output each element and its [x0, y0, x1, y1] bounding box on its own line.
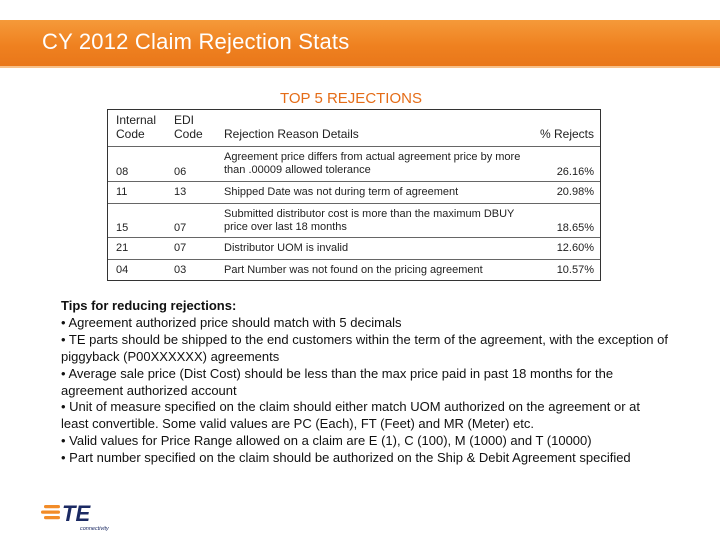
tips-section: Tips for reducing rejections: • Agreemen…: [61, 298, 671, 467]
table-row: 11 13 Shipped Date was not during term o…: [108, 181, 600, 203]
slide-header: CY 2012 Claim Rejection Stats: [0, 20, 720, 66]
header-internal-code: Internal Code: [116, 113, 157, 141]
tip-item: • TE parts should be shipped to the end …: [61, 331, 668, 364]
table-row: 21 07 Distributor UOM is invalid 12.60%: [108, 237, 600, 259]
logo-wordmark: TE: [62, 501, 91, 526]
header-reason: Rejection Reason Details: [224, 127, 359, 141]
slide-title: CY 2012 Claim Rejection Stats: [42, 29, 350, 54]
edi-code-cell: 07: [174, 222, 187, 234]
reason-cell: Shipped Date was not during term of agre…: [224, 186, 459, 198]
table-title: TOP 5 REJECTIONS: [280, 90, 422, 107]
header-pct-rejects: % Rejects: [539, 127, 594, 141]
pct-cell: 12.60%: [556, 242, 594, 254]
internal-code-cell: 21: [116, 242, 129, 254]
internal-code-cell: 15: [116, 222, 129, 234]
table-header-row: Internal Code EDI Code Rejection Reason …: [108, 110, 600, 144]
header-divider: [0, 66, 720, 68]
te-logo-icon: TE connectivity: [41, 501, 110, 532]
tip-item: • Agreement authorized price should matc…: [61, 314, 402, 330]
pct-cell: 18.65%: [556, 222, 594, 234]
pct-cell: 10.57%: [556, 264, 594, 276]
te-logo: TE connectivity: [40, 497, 130, 535]
header-edi-code: EDI Code: [174, 113, 203, 141]
pct-cell: 26.16%: [556, 166, 594, 178]
tip-item: • Valid values for Price Range allowed o…: [61, 433, 592, 449]
pct-cell: 20.98%: [556, 186, 594, 198]
internal-code-cell: 04: [116, 264, 129, 276]
tips-heading: Tips for reducing rejections:: [61, 298, 237, 313]
edi-code-cell: 13: [174, 186, 187, 198]
reason-cell: Distributor UOM is invalid: [224, 242, 349, 254]
rejections-table: Internal Code EDI Code Rejection Reason …: [107, 109, 601, 281]
reason-cell: Submitted distributor cost is more than …: [224, 208, 515, 233]
internal-code-cell: 11: [116, 186, 128, 198]
internal-code-cell: 08: [116, 166, 129, 178]
edi-code-cell: 06: [174, 166, 187, 178]
table-row: 15 07 Submitted distributor cost is more…: [108, 203, 600, 237]
reason-cell: Agreement price differs from actual agre…: [224, 151, 521, 176]
tip-item: • Part number specified on the claim sho…: [61, 450, 631, 466]
tip-item: • Unit of measure specified on the claim…: [61, 399, 641, 432]
tip-item: • Average sale price (Dist Cost) should …: [61, 365, 614, 398]
edi-code-cell: 07: [174, 242, 187, 254]
edi-code-cell: 03: [174, 264, 187, 276]
table-row: 04 03 Part Number was not found on the p…: [108, 259, 600, 280]
logo-subtext: connectivity: [80, 526, 110, 532]
table-row: 08 06 Agreement price differs from actua…: [108, 146, 600, 181]
reason-cell: Part Number was not found on the pricing…: [224, 264, 483, 276]
